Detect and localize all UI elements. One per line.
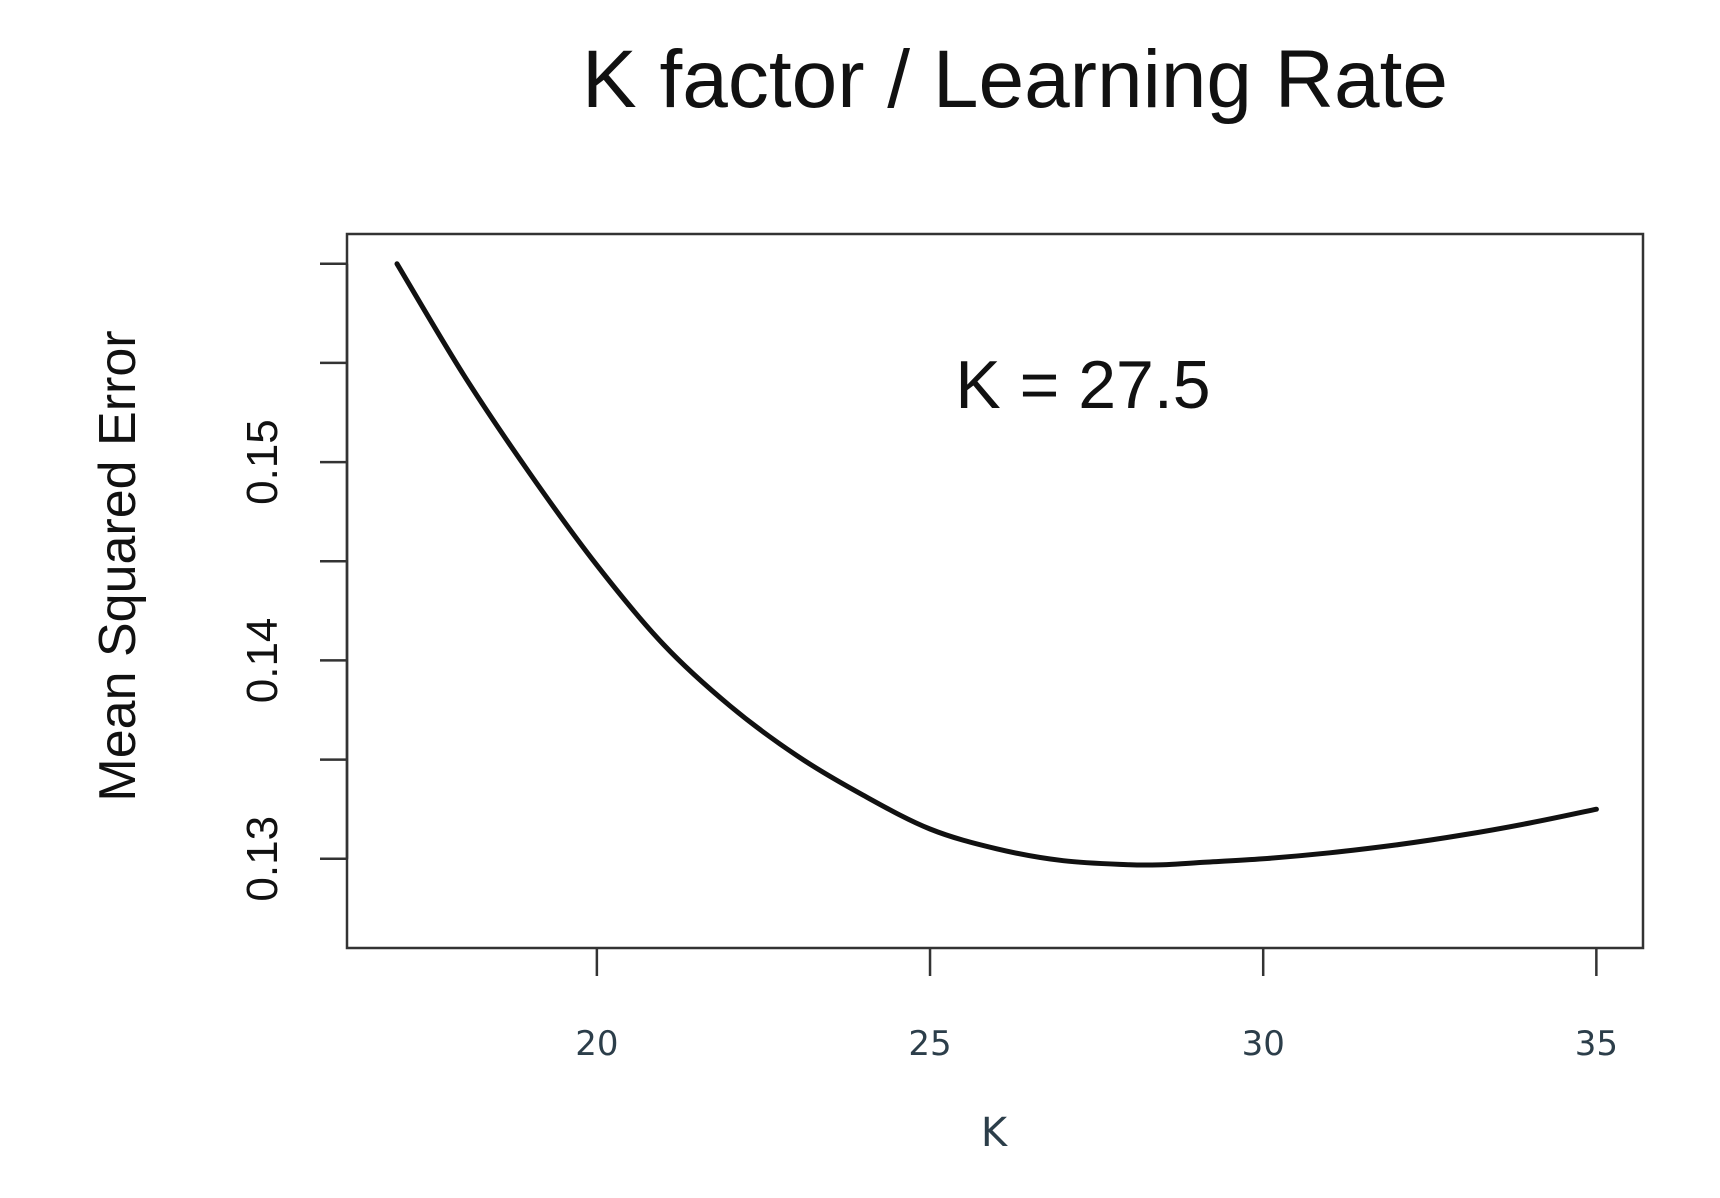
x-tick-label: 25 [908, 1024, 951, 1064]
y-axis: 0.13 0.14 0.15 [238, 262, 349, 902]
optimal-k-annotation: K = 27.5 [955, 347, 1210, 423]
x-tick-label: 30 [1242, 1024, 1285, 1064]
plot-frame [345, 232, 1645, 950]
x-axis: 20 25 30 35 [575, 948, 1618, 1064]
chart-title: K factor / Learning Rate [582, 34, 1448, 125]
y-axis-label: Mean Squared Error [89, 330, 147, 801]
x-axis-label: K [981, 1110, 1009, 1156]
y-tick-label: 0.13 [238, 816, 287, 902]
x-tick-label: 20 [575, 1024, 618, 1064]
x-tick-label: 35 [1575, 1024, 1618, 1064]
series-line [394, 261, 1599, 868]
y-tick-label: 0.15 [238, 419, 287, 505]
y-tick-label: 0.14 [238, 618, 287, 704]
